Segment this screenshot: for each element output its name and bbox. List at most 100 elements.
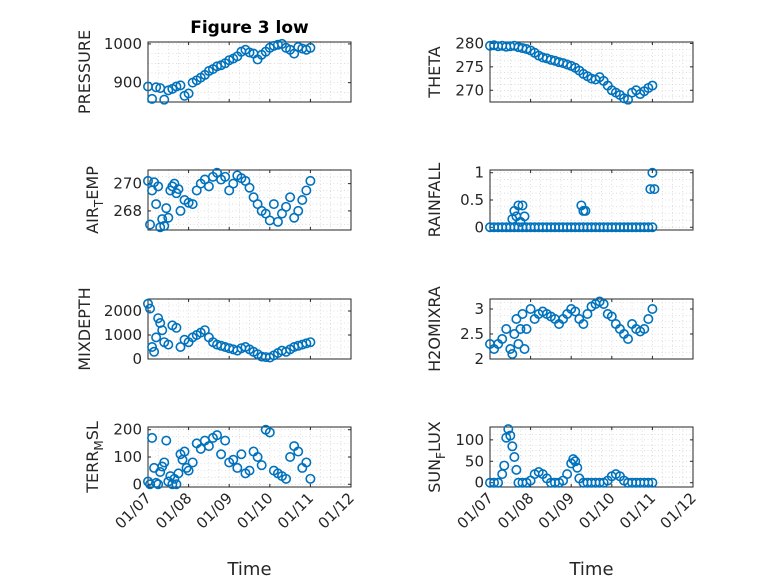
data-point: [513, 200, 524, 211]
data-point: [281, 201, 292, 212]
data-point: [503, 424, 514, 435]
x-tick-label: 01/08: [152, 489, 195, 532]
data-point: [183, 465, 194, 476]
series-points: [484, 424, 658, 488]
data-point: [175, 205, 186, 216]
axes-box: [489, 41, 694, 103]
grid: [490, 170, 693, 230]
data-point: [305, 337, 316, 348]
data-point: [244, 182, 255, 193]
data-point: [252, 451, 263, 462]
data-point: [264, 427, 275, 438]
data-point: [161, 435, 172, 446]
subplot-1: 900 1000 PRESSURE Figure 3 low: [75, 18, 352, 114]
data-point: [281, 473, 292, 484]
axes-box: [147, 298, 352, 360]
y-tick-label: 0: [474, 218, 484, 236]
data-point: [173, 184, 184, 195]
x-axis-label: Time: [568, 559, 613, 580]
data-point: [305, 42, 316, 53]
data-point: [643, 222, 654, 233]
series-points: [143, 424, 316, 490]
y-tick-label: 2000: [104, 302, 142, 320]
data-point: [228, 178, 239, 189]
y-tick-label: 0: [132, 475, 142, 493]
data-point: [293, 446, 304, 457]
data-point: [216, 449, 227, 460]
data-point: [570, 306, 581, 317]
axes-box: [147, 41, 352, 103]
data-point: [173, 468, 184, 479]
data-point: [505, 430, 516, 441]
data-point: [647, 222, 658, 233]
data-point: [517, 308, 528, 319]
data-point: [519, 211, 530, 222]
data-point: [203, 441, 214, 452]
data-point: [580, 205, 591, 216]
data-point: [175, 341, 186, 352]
x-tick-label: 01/07: [112, 489, 155, 532]
y-axis-label: THETA: [425, 46, 444, 98]
series-points: [484, 296, 658, 359]
data-point: [501, 323, 512, 334]
data-point: [157, 214, 168, 225]
data-point: [647, 80, 658, 91]
x-axis-label: Time: [226, 559, 271, 580]
data-point: [505, 343, 516, 354]
series-points: [143, 298, 316, 363]
y-tick-label: 275: [455, 58, 484, 76]
x-tick-label: 01/09: [193, 489, 236, 532]
data-point: [301, 457, 312, 468]
data-point: [511, 464, 522, 475]
data-point: [212, 430, 223, 441]
data-point: [647, 167, 658, 178]
y-tick-label: 0: [132, 350, 142, 368]
data-point: [301, 338, 312, 349]
data-point: [179, 446, 190, 457]
data-point: [187, 199, 198, 210]
y-axis-label: RAINFALL: [425, 163, 444, 238]
subplot-4: 0 0.5 1 RAINFALL: [425, 163, 694, 238]
data-point: [517, 200, 528, 211]
x-tick-label: 01/10: [233, 489, 276, 532]
data-point: [568, 454, 579, 465]
y-tick-label: 1: [474, 164, 484, 182]
subplot-6: 2 2.5 3 H2OMIXRA: [425, 286, 694, 372]
data-point: [606, 311, 617, 322]
x-tick-label: 01/11: [616, 489, 659, 532]
data-point: [143, 175, 154, 186]
data-point: [171, 322, 182, 333]
data-point: [153, 313, 164, 324]
data-point: [203, 181, 214, 192]
x-tick-label: 01/12: [657, 489, 700, 532]
y-tick-label: 270: [113, 175, 142, 193]
data-point: [507, 348, 518, 359]
data-point: [293, 205, 304, 216]
subplot-3: 268 270 AIRTEMP: [83, 166, 352, 234]
data-point: [515, 323, 526, 334]
data-point: [147, 341, 158, 352]
y-axis-label: PRESSURE: [75, 30, 94, 114]
data-point: [499, 460, 510, 471]
axes-box: [147, 169, 352, 231]
data-point: [181, 462, 192, 473]
data-point: [489, 477, 500, 488]
data-point: [187, 457, 198, 468]
x-tick-label: 01/11: [274, 489, 317, 532]
data-point: [643, 313, 654, 324]
data-point: [151, 332, 162, 343]
data-point: [519, 343, 530, 354]
data-point: [149, 346, 160, 357]
series-points: [484, 40, 658, 105]
data-point: [151, 477, 162, 488]
axes-box: [489, 298, 694, 360]
data-point: [153, 479, 164, 490]
data-point: [171, 81, 182, 92]
data-point: [570, 456, 581, 467]
y-tick-label: 50: [465, 452, 484, 470]
data-point: [147, 432, 158, 443]
y-axis-label: AIRTEMP: [83, 166, 106, 234]
data-point: [305, 473, 316, 484]
data-point: [645, 184, 656, 195]
